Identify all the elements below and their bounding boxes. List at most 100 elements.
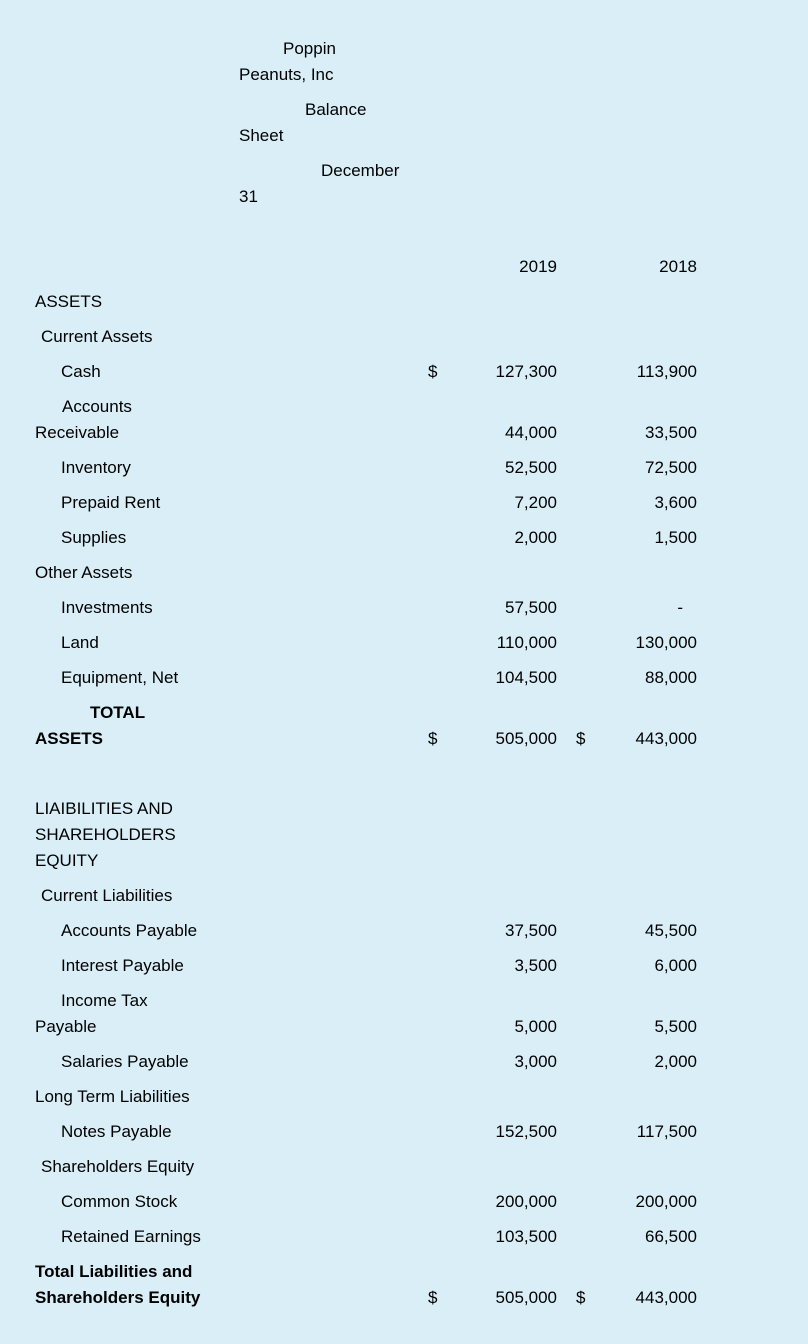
dollar-sign-2019: $ <box>428 1287 438 1307</box>
row-label: ASSETS <box>35 289 428 315</box>
row-label-line: Inventory <box>61 457 131 477</box>
row-label-line: Interest Payable <box>61 955 184 975</box>
row-label: Supplies <box>35 525 428 551</box>
value-2019: 3,500 <box>514 955 557 975</box>
value-2018: 443,000 <box>635 728 697 748</box>
row-label: Land <box>35 630 428 656</box>
spacer-after-title <box>35 214 808 249</box>
current-assets-heading: Current Assets <box>35 319 808 354</box>
value-2019: 200,000 <box>495 1191 557 1211</box>
row-label-line: Payable <box>35 1016 97 1036</box>
title-line: Balance <box>305 99 367 119</box>
value-2018: 113,900 <box>636 361 697 381</box>
notes-payable-row: Notes Payable 152,500 117,500 <box>35 1114 808 1149</box>
shareholders-equity-heading: Shareholders Equity <box>35 1149 808 1184</box>
retained-earnings-row: Retained Earnings 103,500 66,500 <box>35 1219 808 1254</box>
row-label-line: Long Term Liabilities <box>35 1086 190 1106</box>
row-label: Equipment, Net <box>35 665 428 691</box>
value-2018: 66,500 <box>645 1226 697 1246</box>
value-2019: 44,000 <box>505 422 557 442</box>
prepaid-rent-row: Prepaid Rent 7,200 3,600 <box>35 485 808 520</box>
row-label-line: Supplies <box>61 527 127 547</box>
row-label: Accounts Receivable <box>35 394 428 446</box>
value-2019: 104,500 <box>495 667 557 687</box>
value-2018: 1,500 <box>654 527 697 547</box>
value-2019: 57,500 <box>505 597 557 617</box>
column-headers: 2019 2018 <box>35 249 808 284</box>
other-assets-heading: Other Assets <box>35 555 808 590</box>
title-line: Poppin <box>283 38 336 58</box>
row-label-line: ASSETS <box>35 291 103 311</box>
assets-heading: ASSETS <box>35 284 808 319</box>
row-label: Current Assets <box>35 324 428 350</box>
title-line: Peanuts, Inc <box>239 64 334 84</box>
value-2018: 45,500 <box>645 920 697 940</box>
row-label-line: ASSETS <box>35 728 104 748</box>
value-2019: 52,500 <box>505 457 557 477</box>
title-line: 31 <box>239 186 258 206</box>
row-label: LIAIBILITIES AND SHAREHOLDERS EQUITY <box>35 796 428 874</box>
title-statement: Balance Sheet <box>35 92 808 153</box>
total-liabilities-equity-row: Total Liabilities and Shareholders Equity… <box>35 1254 808 1315</box>
row-label: Cash <box>35 359 428 385</box>
row-label-line: Accounts <box>62 396 132 416</box>
row-label: Accounts Payable <box>35 918 428 944</box>
row-label-line: Current Liabilities <box>41 885 173 905</box>
row-label-line: SHAREHOLDERS <box>35 824 176 844</box>
value-2018: 130,000 <box>635 632 697 652</box>
total-assets-row: TOTAL ASSETS $505,000 $443,000 <box>35 695 808 756</box>
row-label: Other Assets <box>35 560 428 586</box>
row-label-line: Current Assets <box>41 326 153 346</box>
value-2018: 2018 <box>659 256 697 276</box>
value-2018: 443,000 <box>635 1287 697 1307</box>
value-2019: 152,500 <box>495 1121 557 1141</box>
row-label-line: Investments <box>61 597 153 617</box>
row-label-line: LIAIBILITIES AND <box>35 798 173 818</box>
value-2019: 37,500 <box>505 920 557 940</box>
row-label: Notes Payable <box>35 1119 428 1145</box>
value-2019: 103,500 <box>495 1226 557 1246</box>
long-term-liabilities-heading: Long Term Liabilities <box>35 1079 808 1114</box>
row-label: Income Tax Payable <box>35 988 428 1040</box>
balance-sheet: Poppin Peanuts, Inc Balance Sheet December 31… <box>35 31 808 1315</box>
spacer-after-assets <box>35 756 808 791</box>
row-label-line: Income Tax <box>61 990 148 1010</box>
investments-row: Investments 57,500 - <box>35 590 808 625</box>
value-2018: 5,500 <box>654 1016 697 1036</box>
interest-payable-row: Interest Payable 3,500 6,000 <box>35 948 808 983</box>
value-2018: 6,000 <box>654 955 697 975</box>
row-label-line: Retained Earnings <box>61 1226 201 1246</box>
row-label: Total Liabilities and Shareholders Equity <box>35 1259 428 1311</box>
row-label-line: EQUITY <box>35 850 99 870</box>
row-label: Salaries Payable <box>35 1049 428 1075</box>
value-2019: 127,300 <box>495 361 557 381</box>
title-line: Sheet <box>239 125 284 145</box>
value-2018: 117,500 <box>636 1121 697 1141</box>
value-2019: 5,000 <box>514 1016 557 1036</box>
row-label: December 31 <box>35 158 697 210</box>
row-label-line: Prepaid Rent <box>61 492 161 512</box>
value-2019: 7,200 <box>514 492 557 512</box>
value-2018: 200,000 <box>635 1191 697 1211</box>
value-2019: 3,000 <box>514 1051 557 1071</box>
row-label-line: Notes Payable <box>61 1121 172 1141</box>
row-label: Current Liabilities <box>35 883 428 909</box>
land-row: Land 110,000 130,000 <box>35 625 808 660</box>
title-line: December <box>321 160 400 180</box>
current-liabilities-heading: Current Liabilities <box>35 878 808 913</box>
value-2019: 110,000 <box>496 632 557 652</box>
liabilities-equity-heading: LIAIBILITIES AND SHAREHOLDERS EQUITY <box>35 791 808 878</box>
row-label-line: Other Assets <box>35 562 133 582</box>
value-2018: 72,500 <box>645 457 697 477</box>
title-company: Poppin Peanuts, Inc <box>35 31 808 92</box>
row-label: Long Term Liabilities <box>35 1084 428 1110</box>
value-2018: - <box>677 597 683 617</box>
row-label-line: Accounts Payable <box>61 920 198 940</box>
row-label: Interest Payable <box>35 953 428 979</box>
equipment-net-row: Equipment, Net 104,500 88,000 <box>35 660 808 695</box>
row-label-line: Cash <box>61 361 101 381</box>
inventory-row: Inventory 52,500 72,500 <box>35 450 808 485</box>
row-label-line: Equipment, Net <box>61 667 179 687</box>
dollar-sign-2019: $ <box>428 361 438 381</box>
income-tax-payable-row: Income Tax Payable 5,000 5,500 <box>35 983 808 1044</box>
